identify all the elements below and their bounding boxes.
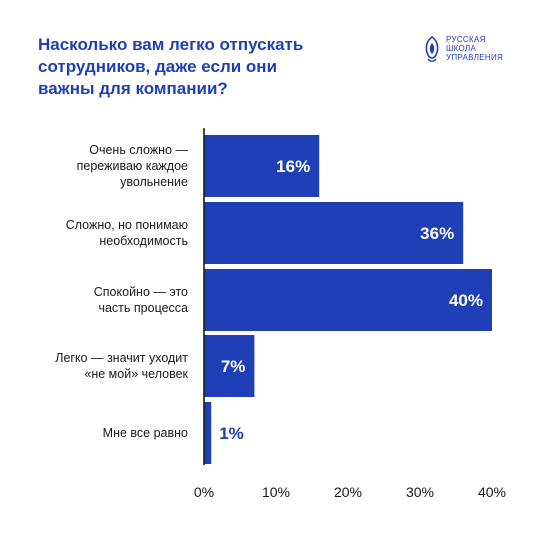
brand-logo: РУССКАЯ ШКОЛА УПРАВЛЕНИЯ xyxy=(422,35,503,65)
category-label-line: Сложно, но понимаю xyxy=(66,218,188,232)
bar xyxy=(204,202,464,264)
category-label-line: Спокойно — это xyxy=(94,285,188,299)
x-tick-label: 20% xyxy=(334,484,362,500)
category-label-line: часть процесса xyxy=(98,301,188,315)
logo-text: РУССКАЯ ШКОЛА УПРАВЛЕНИЯ xyxy=(446,35,503,62)
category-label-line: переживаю каждое xyxy=(77,159,188,173)
category-label-line: необходимость xyxy=(99,234,188,248)
chart-title: Насколько вам легко отпускать сотруднико… xyxy=(38,34,368,100)
category-label: Мне все равно xyxy=(103,426,188,440)
x-tick-label: 0% xyxy=(194,484,214,500)
category-label: Спокойно — это часть процесса xyxy=(94,285,188,315)
bar-value-label: 7% xyxy=(221,357,246,376)
category-label: Очень сложно — переживаю каждое увольнение xyxy=(77,143,189,189)
logo-line: УПРАВЛЕНИЯ xyxy=(446,53,504,62)
category-label-line: «не мой» человек xyxy=(84,367,188,381)
bar-value-label: 40% xyxy=(449,291,483,310)
bar xyxy=(204,269,492,331)
title-line: сотрудников, даже если они xyxy=(38,57,278,76)
title-line: важны для компании? xyxy=(38,79,228,98)
bar-value-label: 1% xyxy=(219,424,244,443)
bar xyxy=(204,402,212,464)
bar-value-label: 36% xyxy=(420,224,454,243)
bar xyxy=(204,335,255,397)
x-tick-label: 30% xyxy=(406,484,434,500)
logo-line: РУССКАЯ xyxy=(446,35,486,44)
ornament-logo-icon xyxy=(425,36,439,62)
x-tick-label: 40% xyxy=(478,484,506,500)
category-label-line: Очень сложно — xyxy=(89,143,188,157)
category-label: Легко — значит уходит «не мой» человек xyxy=(55,351,188,381)
category-label-line: Легко — значит уходит xyxy=(55,351,188,365)
category-label: Сложно, но понимаю необходимость xyxy=(66,218,188,248)
bar-value-label: 16% xyxy=(276,157,310,176)
bar xyxy=(204,135,320,197)
category-label-line: увольнение xyxy=(120,175,188,189)
category-label-line: Мне все равно xyxy=(103,426,188,440)
x-tick-label: 10% xyxy=(262,484,290,500)
logo-line: ШКОЛА xyxy=(446,44,477,53)
title-line: Насколько вам легко отпускать xyxy=(38,35,304,54)
